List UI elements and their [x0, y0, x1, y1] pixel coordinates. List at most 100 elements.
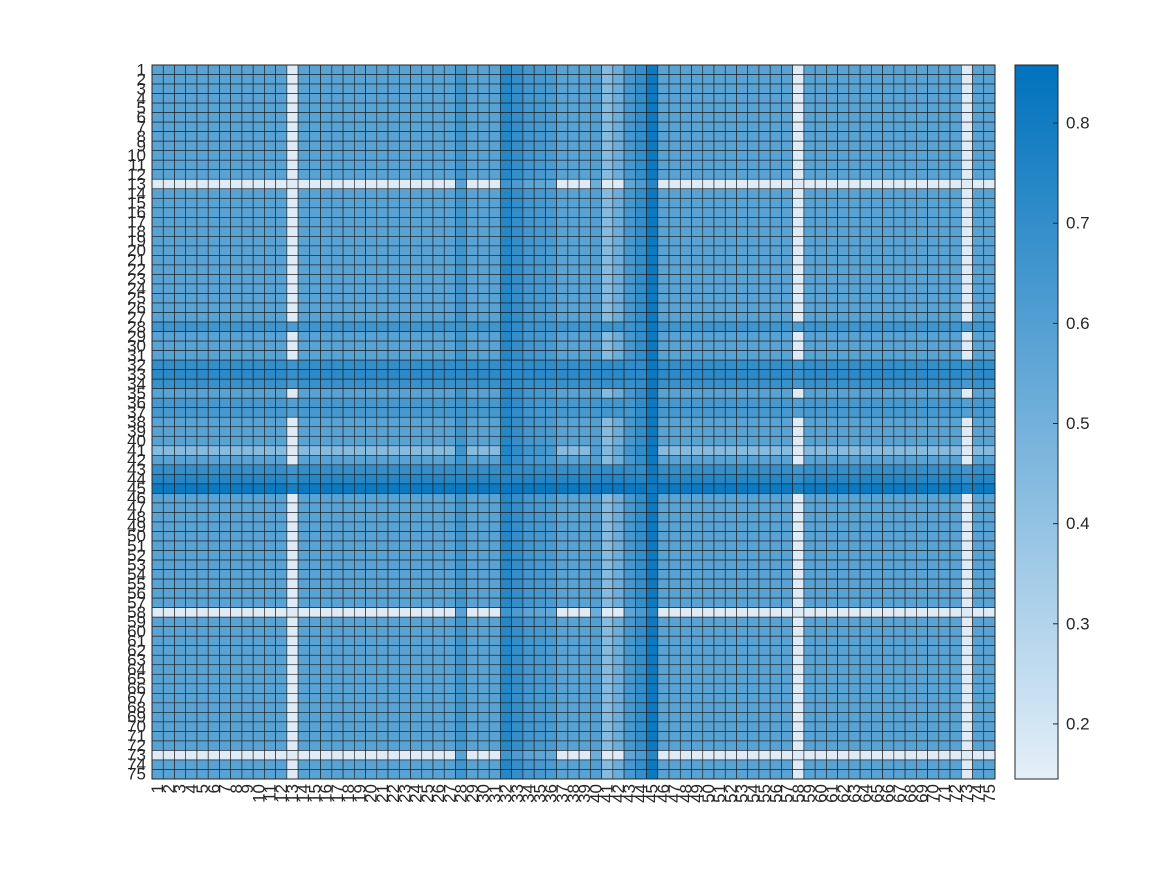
heatmap-cell-r3-c23	[398, 83, 411, 94]
heatmap-cell-r36-c29	[466, 397, 479, 409]
heatmap-cell-r11-c25	[421, 159, 434, 171]
heatmap-cell-r13-c51	[713, 178, 726, 190]
heatmap-cell-r22-c51	[713, 264, 726, 275]
heatmap-cell-r46-c47	[668, 493, 681, 504]
heatmap-cell-r42-c41	[601, 455, 614, 466]
heatmap-cell-r46-c56	[769, 493, 782, 504]
heatmap-cell-r8-c54	[747, 131, 760, 142]
heatmap-cell-r48-c73	[960, 512, 973, 523]
heatmap-cell-r45-c17	[331, 483, 344, 494]
heatmap-cell-r29-c44	[635, 331, 647, 342]
heatmap-cell-r10-c5	[196, 150, 209, 161]
heatmap-cell-r64-c33	[511, 664, 524, 675]
heatmap-cell-r44-c15	[309, 474, 321, 485]
heatmap-cell-r36-c3	[174, 397, 187, 409]
heatmap-cell-r27-c68	[904, 312, 917, 323]
heatmap-cell-r44-c43	[623, 474, 636, 485]
heatmap-cell-r58-c70	[927, 607, 940, 618]
heatmap-cell-r56-c19	[354, 588, 366, 599]
heatmap-cell-r63-c52	[724, 654, 737, 666]
heatmap-cell-r57-c57	[781, 597, 793, 608]
heatmap-cell-r38-c42	[612, 416, 625, 428]
heatmap-cell-r22-c64	[859, 264, 872, 275]
heatmap-cell-r20-c58	[792, 245, 805, 256]
heatmap-cell-r33-c55	[758, 369, 771, 380]
heatmap-cell-r5-c58	[792, 102, 805, 113]
heatmap-cell-r29-c71	[938, 331, 951, 342]
heatmap-cell-r62-c59	[803, 645, 816, 656]
heatmap-cell-r14-c35	[533, 188, 546, 199]
heatmap-cell-r31-c2	[162, 350, 175, 361]
heatmap-cell-r19-c67	[893, 236, 906, 247]
heatmap-cell-r55-c36	[545, 578, 557, 589]
heatmap-cell-r1-c41	[601, 64, 614, 75]
heatmap-cell-r36-c61	[826, 397, 838, 409]
heatmap-cell-r67-c40	[590, 693, 602, 704]
heatmap-cell-r34-c6	[207, 378, 220, 389]
heatmap-cell-r61-c3	[174, 635, 187, 647]
heatmap-cell-r18-c30	[477, 226, 490, 237]
heatmap-cell-r66-c74	[972, 683, 985, 694]
heatmap-cell-r8-c26	[432, 131, 445, 142]
heatmap-cell-r26-c24	[410, 302, 423, 313]
heatmap-cell-r11-c45	[646, 159, 659, 171]
heatmap-cell-r60-c56	[769, 626, 782, 637]
heatmap-cell-r8-c13	[286, 131, 299, 142]
heatmap-cell-r57-c69	[916, 597, 928, 608]
heatmap-cell-r37-c72	[949, 407, 962, 418]
heatmap-cell-r9-c19	[354, 140, 366, 151]
heatmap-cell-r55-c64	[859, 578, 872, 589]
heatmap-cell-r11-c42	[612, 159, 625, 171]
heatmap-cell-r11-c19	[354, 159, 366, 171]
heatmap-cell-r49-c5	[196, 521, 209, 532]
heatmap-cell-r2-c10	[252, 74, 265, 85]
heatmap-cell-r44-c34	[522, 474, 535, 485]
heatmap-cell-r48-c17	[331, 512, 344, 523]
heatmap-cell-r2-c75	[983, 74, 996, 85]
heatmap-cell-r16-c21	[376, 207, 389, 218]
heatmap-cell-r33-c59	[803, 369, 816, 380]
heatmap-cell-r28-c63	[848, 321, 861, 332]
heatmap-cell-r32-c25	[421, 359, 434, 370]
heatmap-cell-r2-c27	[443, 74, 456, 85]
heatmap-cell-r13-c4	[185, 178, 198, 190]
heatmap-cell-r21-c58	[792, 255, 805, 266]
heatmap-cell-r42-c26	[432, 455, 445, 466]
heatmap-cell-r26-c30	[477, 302, 490, 313]
heatmap-cell-r44-c54	[747, 474, 760, 485]
heatmap-cell-r23-c6	[207, 274, 220, 285]
heatmap-cell-r41-c23	[398, 445, 411, 456]
heatmap-cell-r25-c37	[556, 293, 569, 304]
heatmap-cell-r54-c48	[679, 569, 692, 580]
heatmap-cell-r1-c43	[623, 64, 636, 75]
heatmap-cell-r20-c72	[949, 245, 962, 256]
heatmap-cell-r11-c6	[207, 159, 220, 171]
heatmap-cell-r42-c55	[758, 455, 771, 466]
heatmap-cell-r8-c12	[275, 131, 288, 142]
heatmap-cell-r65-c12	[275, 673, 288, 685]
heatmap-cell-r9-c25	[421, 140, 434, 151]
heatmap-cell-r31-c30	[477, 350, 490, 361]
heatmap-cell-r54-c39	[578, 569, 591, 580]
heatmap-cell-r14-c31	[488, 188, 501, 199]
heatmap-cell-r10-c44	[635, 150, 647, 161]
heatmap-cell-r39-c61	[826, 426, 838, 437]
heatmap-cell-r21-c20	[365, 255, 378, 266]
heatmap-cell-r57-c25	[421, 597, 434, 608]
heatmap-cell-r42-c10	[252, 455, 265, 466]
heatmap-cell-r19-c70	[927, 236, 940, 247]
heatmap-cell-r60-c61	[826, 626, 838, 637]
heatmap-cell-r53-c3	[174, 559, 187, 570]
heatmap-cell-r23-c3	[174, 274, 187, 285]
heatmap-cell-r53-c34	[522, 559, 535, 570]
heatmap-cell-r31-c47	[668, 350, 681, 361]
heatmap-cell-r21-c8	[230, 255, 243, 266]
heatmap-cell-r39-c60	[814, 426, 827, 437]
heatmap-cell-r6-c10	[252, 112, 265, 123]
heatmap-cell-r25-c29	[466, 293, 479, 304]
heatmap-cell-r15-c14	[297, 197, 310, 209]
heatmap-cell-r41-c4	[185, 445, 198, 456]
heatmap-cell-r64-c40	[590, 664, 602, 675]
heatmap-cell-r62-c38	[567, 645, 580, 656]
heatmap-cell-r46-c6	[207, 493, 220, 504]
